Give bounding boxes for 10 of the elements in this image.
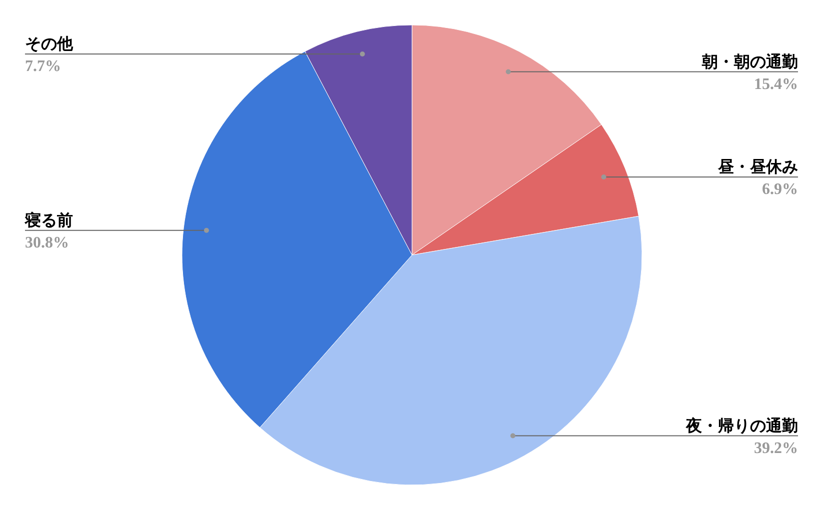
data-label: 15.4% (754, 76, 798, 93)
slice-label: 寝る前 (24, 210, 73, 230)
data-label: 6.9% (762, 180, 798, 198)
data-label: 7.7% (25, 58, 61, 76)
slice-label: 夜・帰りの通勤 (685, 416, 798, 435)
slice-label: 昼・昼休み (717, 156, 798, 176)
data-label: 30.8% (25, 234, 69, 252)
slice-label: 朝・朝の通勤 (701, 52, 798, 71)
slice-label: その他 (25, 34, 74, 54)
data-label: 39.2% (754, 440, 798, 457)
